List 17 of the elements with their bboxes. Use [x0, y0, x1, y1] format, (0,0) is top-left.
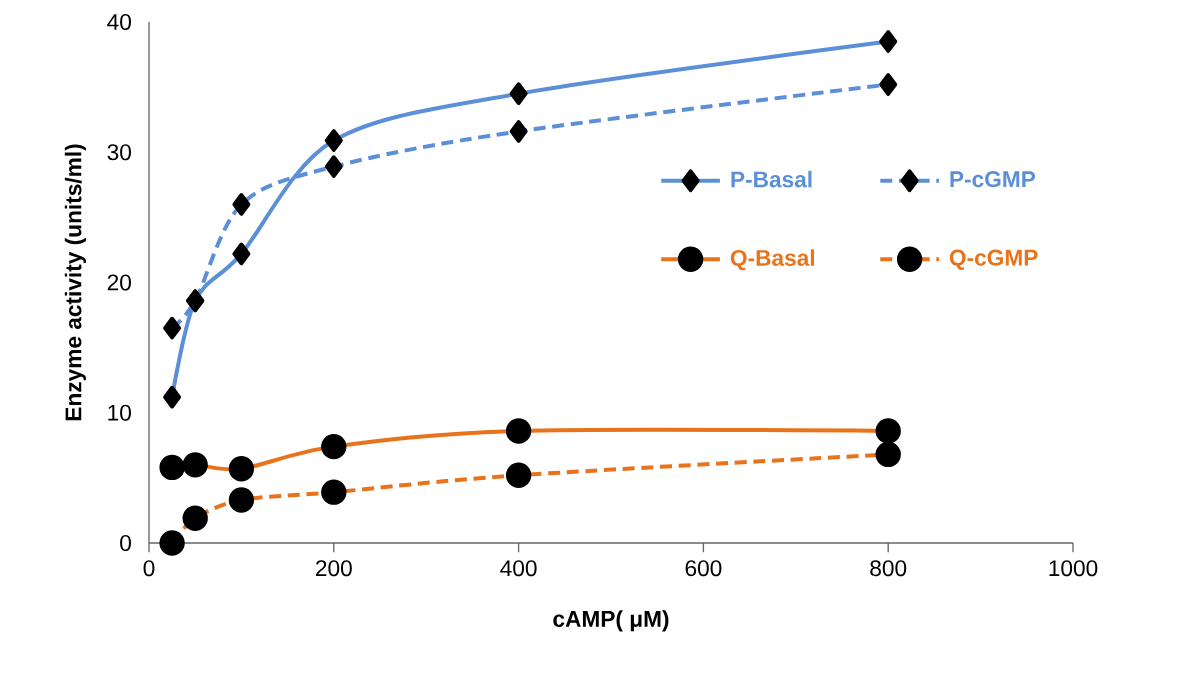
x-tick-label: 1000	[1049, 560, 1098, 577]
legend-label: Q-Basal	[730, 249, 814, 271]
x-tick-label: 0	[143, 560, 155, 577]
x-tick-label: 800	[870, 560, 907, 577]
x-tick-label: 200	[316, 560, 352, 577]
legend-label: P-cGMP	[950, 171, 1036, 188]
x-tick-label: 400	[500, 560, 537, 577]
legend-label: P-Basal	[731, 170, 812, 188]
y-axis-title: Enzyme activity (units/ml)	[64, 144, 86, 421]
x-tick-label: 600	[685, 560, 722, 577]
y-tick-label: 40	[107, 13, 131, 31]
legend-label: Q-cGMP	[949, 249, 1038, 270]
y-tick-label: 0	[120, 534, 131, 552]
x-axis-title: cAMP( μM)	[553, 610, 669, 632]
y-tick-label: 20	[107, 274, 131, 291]
y-tick-label: 10	[108, 404, 131, 421]
y-tick-label: 30	[107, 144, 131, 161]
